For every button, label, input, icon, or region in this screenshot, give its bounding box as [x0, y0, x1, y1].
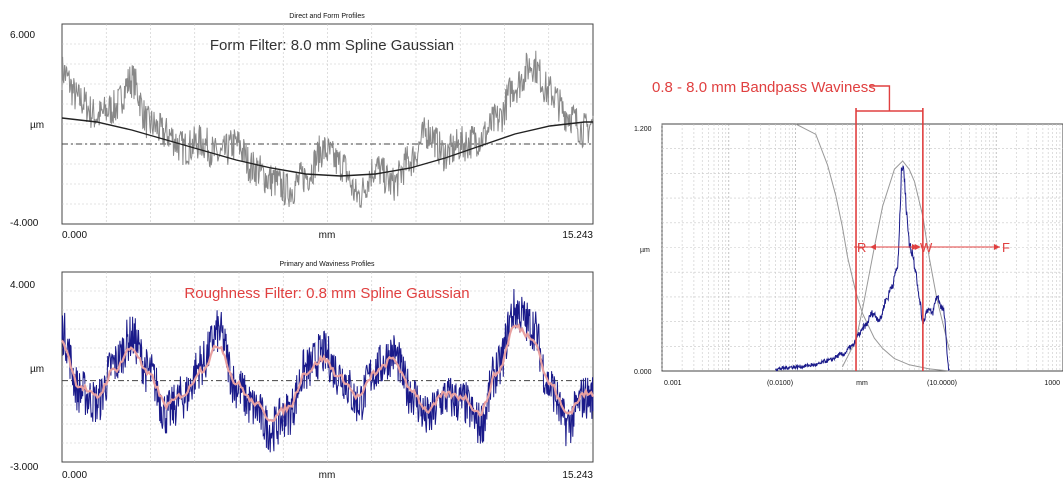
spectrum-chart-annotation: 0.8 - 8.0 mm Bandpass Waviness	[652, 79, 876, 96]
spectrum-chart-band-label-w: W	[920, 240, 933, 255]
spectrum-chart-w-right-arrowhead	[914, 244, 921, 250]
spectrum-chart-annotation-leader	[869, 85, 891, 111]
spectrum-chart-x-tick-0: 0.001	[664, 380, 682, 387]
spectrum-chart-band-label-r: R	[857, 240, 866, 255]
top-chart-y-label: µm	[30, 120, 44, 131]
spectrum-chart-band-markers	[854, 85, 1000, 371]
bottom-chart-y-label: µm	[30, 364, 44, 375]
spectrum-chart-roughness-cutoff-curve	[795, 123, 950, 372]
bottom-chart-annotation: Roughness Filter: 0.8 mm Spline Gaussian	[184, 285, 469, 302]
top-chart-title: Direct and Form Profiles	[289, 13, 365, 20]
top-chart: Direct and Form Profiles Form Filter: 8.…	[10, 13, 594, 241]
spectrum-chart-x-tick-1: (0.0100)	[767, 380, 793, 387]
bottom-chart-waviness-line	[61, 322, 595, 423]
spectrum-chart-band-label-f: F	[1002, 240, 1010, 255]
spectrum-chart-y-bottom-tick: 0.000	[634, 369, 652, 376]
top-chart-grid	[62, 24, 593, 224]
bottom-chart-x-end-tick: 15.243	[562, 470, 593, 481]
top-chart-x-label: mm	[319, 230, 336, 241]
top-chart-direct-profile-line	[61, 50, 594, 208]
spectrum-chart-waviness-cutoff-curve	[841, 160, 950, 368]
spectrum-chart-f-arrowhead	[994, 244, 1000, 250]
top-chart-x-end-tick: 15.243	[562, 230, 593, 241]
spectrum-chart-x-tick-3: (10.0000)	[927, 380, 957, 387]
spectrum-chart-x-tick-4: 1000	[1044, 380, 1060, 387]
bottom-chart-x-start-tick: 0.000	[62, 470, 87, 481]
top-chart-annotation: Form Filter: 8.0 mm Spline Gaussian	[210, 37, 454, 54]
spectrum-chart-spectrum-line	[775, 165, 950, 372]
spectrum-chart-grid	[661, 124, 1063, 371]
spectrum-chart-y-label: µm	[640, 247, 650, 254]
spectrum-chart: 0.8 - 8.0 mm Bandpass Waviness R W F 1.2…	[634, 79, 1063, 387]
top-chart-y-bottom-tick: -4.000	[10, 218, 39, 229]
spectrum-chart-y-top-tick: 1.200	[634, 126, 652, 133]
bottom-chart-title: Primary and Waviness Profiles	[279, 261, 375, 268]
top-chart-form-line	[61, 117, 593, 177]
bottom-chart-y-top-tick: 4.000	[10, 280, 35, 291]
bottom-chart: Primary and Waviness Profiles Roughness …	[10, 261, 595, 481]
top-chart-x-start-tick: 0.000	[62, 230, 87, 241]
top-chart-y-top-tick: 6.000	[10, 30, 35, 41]
bottom-chart-x-label: mm	[319, 470, 336, 481]
spectrum-chart-x-tick-2: mm	[856, 380, 868, 387]
bottom-chart-y-bottom-tick: -3.000	[10, 462, 39, 473]
